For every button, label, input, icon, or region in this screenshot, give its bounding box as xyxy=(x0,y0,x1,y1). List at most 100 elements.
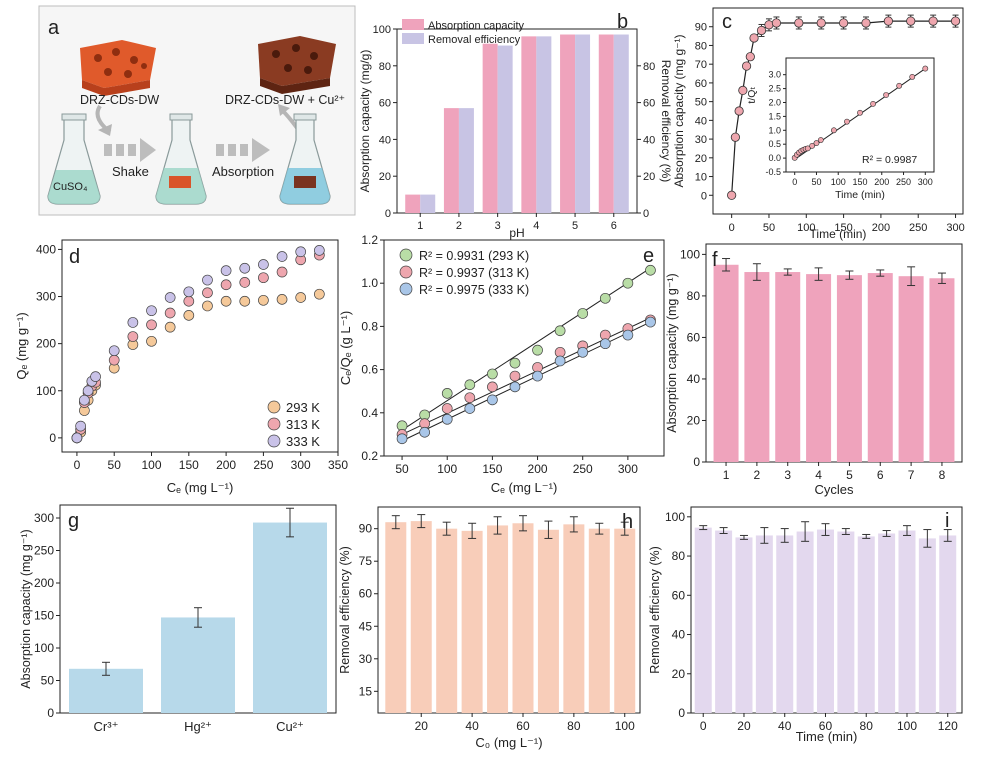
x-tick-label: 50 xyxy=(108,458,122,472)
data-point xyxy=(730,132,740,142)
inset-y-tick-label: 1.5 xyxy=(768,111,781,121)
panel-label: g xyxy=(68,510,79,532)
x-tick-label: 7 xyxy=(908,468,915,482)
data-point xyxy=(108,354,120,366)
y-tick-label: 50 xyxy=(41,674,55,688)
data-point xyxy=(239,262,251,274)
legend-label: R² = 0.9937 (313 K) xyxy=(419,266,529,280)
bar xyxy=(420,194,436,213)
y2-tick-label: 40 xyxy=(643,134,655,146)
inset-y-tick-label: 2.5 xyxy=(768,84,781,94)
arrowhead-left-icon xyxy=(98,124,112,136)
x-tick-label: 100 xyxy=(437,462,457,476)
bar xyxy=(443,108,459,213)
bar xyxy=(410,521,432,713)
data-point xyxy=(183,295,195,307)
x-tick-label: 80 xyxy=(567,719,581,733)
data-point xyxy=(220,295,232,307)
data-point xyxy=(314,245,325,256)
y2-tick-label: 60 xyxy=(643,98,655,110)
x-axis-label: Cₑ (mg L⁻¹) xyxy=(491,480,558,495)
data-point xyxy=(464,392,476,404)
inset-y-tick-label: 0.5 xyxy=(768,139,781,149)
data-point xyxy=(276,266,288,278)
caption-top-left: DRZ-CDs-DW xyxy=(80,93,159,107)
inset-point xyxy=(844,118,850,125)
data-point xyxy=(794,18,804,28)
x-tick-label: 250 xyxy=(573,462,593,476)
y-tick-label: 20 xyxy=(672,667,686,681)
y-tick-label: 60 xyxy=(687,330,701,344)
bar xyxy=(405,194,421,213)
data-point xyxy=(127,317,139,328)
y-tick-label: 0 xyxy=(678,706,685,720)
y-tick-label: 15 xyxy=(359,684,373,698)
y-tick-label: 80 xyxy=(687,289,701,303)
data-point xyxy=(396,433,408,445)
y-axis-label: Removal efficiency (%) xyxy=(338,546,352,674)
inset-y-tick-label: 0.0 xyxy=(768,153,781,163)
inset-y-tick-label: 3.0 xyxy=(768,70,781,80)
panel-g: 0 50 100 150 200 250 300 Cr³⁺ Hg²⁺ Cu²⁺ Absorption… xyxy=(19,504,337,734)
data-point xyxy=(276,251,288,262)
x-tick-label: 300 xyxy=(291,458,311,472)
bar xyxy=(837,531,855,713)
x-tick-label: 150 xyxy=(834,222,852,234)
bar xyxy=(776,535,794,713)
panel-a: a DRZ-CDs-DW DRZ-CDs-DW + Cu²⁺ xyxy=(38,5,356,216)
plot-frame xyxy=(61,239,339,453)
data-point xyxy=(861,18,871,28)
bar xyxy=(735,537,753,713)
y-tick-label: 90 xyxy=(695,22,707,34)
data-point xyxy=(749,33,759,43)
bar xyxy=(458,108,474,213)
data-point xyxy=(295,246,307,258)
bar xyxy=(598,34,614,213)
sponge-orange-icon xyxy=(80,40,156,96)
x-axis-label: Cₑ (mg L⁻¹) xyxy=(167,480,234,495)
caption-top-right: DRZ-CDs-DW + Cu²⁺ xyxy=(225,93,345,107)
x-tick-label: 3 xyxy=(784,468,791,482)
x-axis-label: pH xyxy=(509,226,524,240)
x-tick-label: 100 xyxy=(141,458,161,472)
inset-x-tick-label: 250 xyxy=(896,177,911,187)
inset-point xyxy=(922,65,929,72)
fit-line xyxy=(401,317,651,435)
data-point xyxy=(487,368,498,380)
bar xyxy=(521,36,537,213)
panel-label: e xyxy=(643,245,654,267)
arrowhead-right-icon xyxy=(278,104,290,116)
inset-x-tick-label: 100 xyxy=(831,177,846,187)
x-tick-label: 300 xyxy=(946,222,964,234)
data-point xyxy=(220,279,232,291)
inset-point xyxy=(896,82,903,89)
plot-frame xyxy=(377,506,641,714)
y-tick-label: 200 xyxy=(36,337,56,351)
bar xyxy=(806,274,832,462)
inset-point xyxy=(817,137,824,143)
bar xyxy=(796,531,814,713)
arrow-absorption-icon xyxy=(216,138,270,162)
panel-label: h xyxy=(622,511,633,533)
y-axis-label: Cₑ/Qₑ (g L⁻¹) xyxy=(338,311,353,385)
data-point xyxy=(127,331,139,342)
legend-label: 313 K xyxy=(286,417,320,432)
x-tick-label: 250 xyxy=(253,458,273,472)
data-point xyxy=(741,61,752,71)
y-tick-label: 300 xyxy=(34,511,54,525)
data-point xyxy=(906,16,916,26)
x-axis-label: Time (min) xyxy=(796,729,858,744)
x-tick-label: Cr³⁺ xyxy=(94,719,119,734)
x-tick-label: 4 xyxy=(815,468,822,482)
x-tick-label: 8 xyxy=(939,468,946,482)
panel-label: f xyxy=(712,249,718,271)
data-point xyxy=(727,190,737,200)
data-point xyxy=(419,426,430,438)
y-tick-label: 70 xyxy=(695,59,707,71)
bar xyxy=(775,272,801,462)
inset-annotation: R² = 0.9987 xyxy=(862,154,917,166)
y-tick-label: 1.0 xyxy=(361,276,378,290)
flask-label: CuSO₄ xyxy=(53,181,88,193)
legend-label: R² = 0.9931 (293 K) xyxy=(419,249,529,263)
panel-a-label: a xyxy=(48,17,60,39)
